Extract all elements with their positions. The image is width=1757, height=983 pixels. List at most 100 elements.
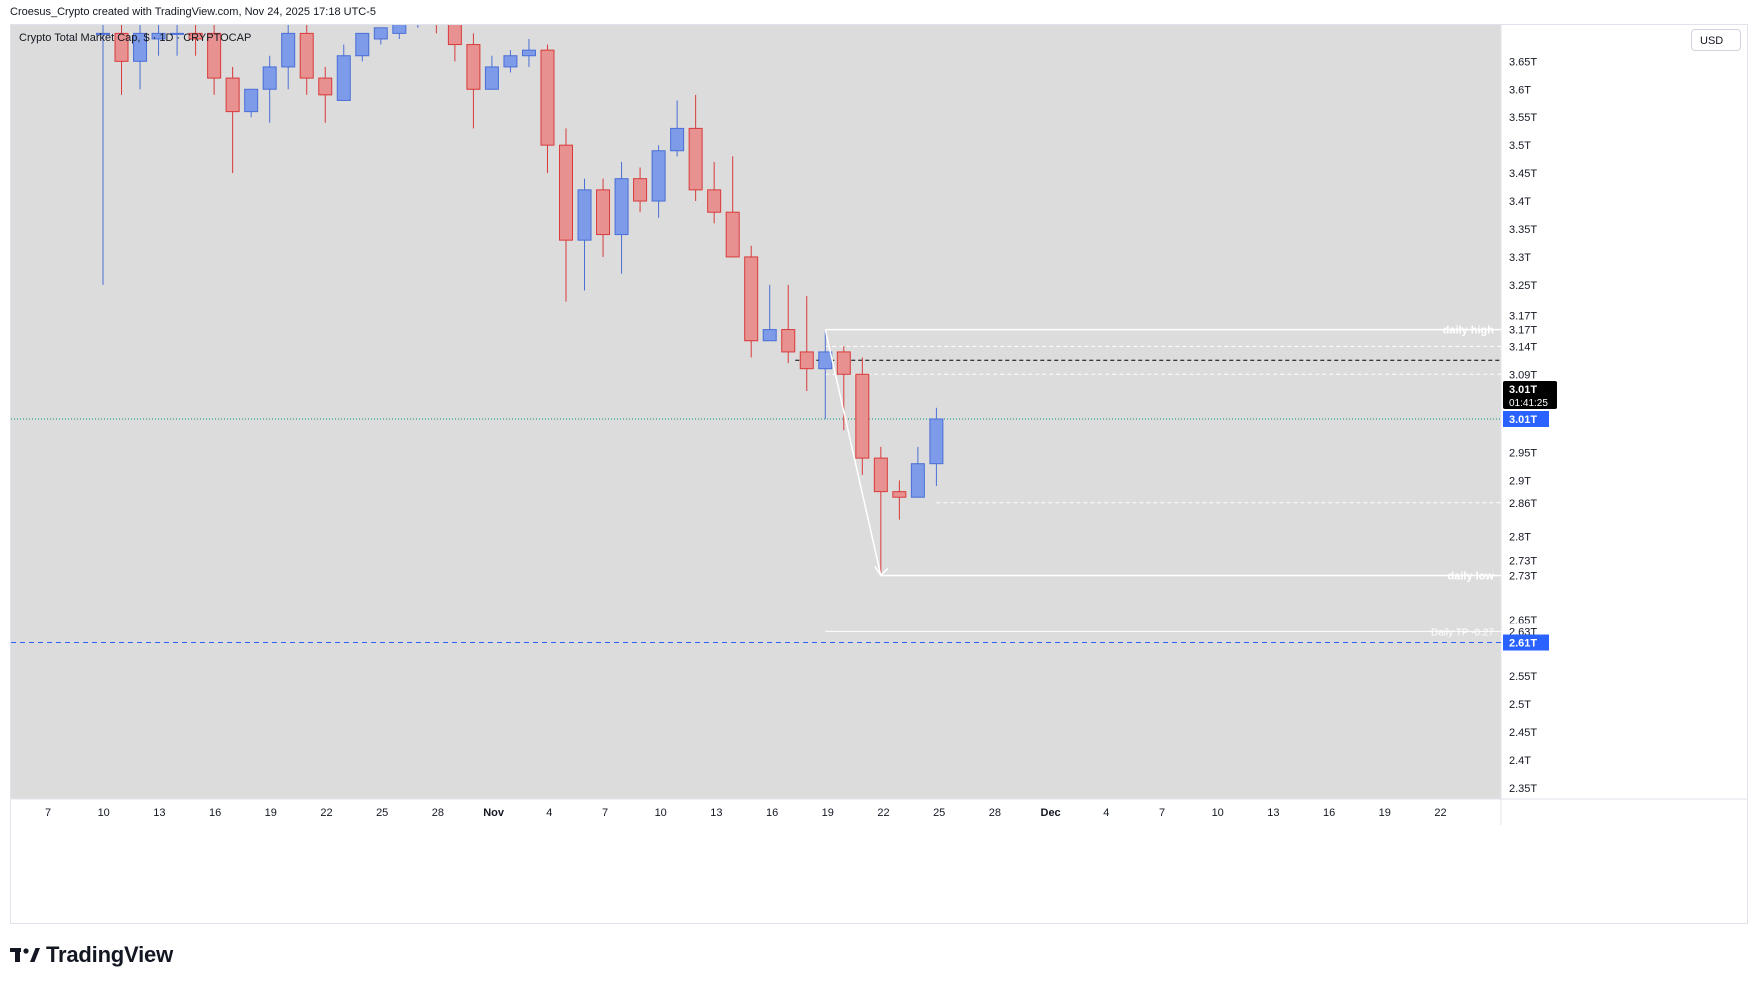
daily-high-label: daily high — [1443, 325, 1495, 337]
x-tick-label: 4 — [1103, 807, 1109, 819]
candle-body — [559, 144, 573, 241]
axis-label-support-box — [1503, 634, 1549, 651]
candle-body — [503, 55, 518, 68]
candle-body — [577, 189, 592, 241]
x-tick-label: 16 — [1323, 807, 1335, 819]
y-tick-label: 3.65T — [1509, 56, 1537, 68]
x-tick-label: 10 — [1212, 807, 1224, 819]
chart-attribution: Croesus_Crypto created with TradingView.… — [10, 6, 377, 18]
x-tick-label: 19 — [1379, 807, 1391, 819]
x-tick-label: 16 — [766, 807, 778, 819]
candle-body — [151, 32, 166, 40]
candle-body — [521, 49, 536, 57]
candle-body — [855, 373, 870, 459]
axis-label-current-price: 3.01T — [1509, 414, 1537, 426]
y-tick-label: 3.25T — [1509, 280, 1537, 292]
candle-body — [355, 32, 370, 57]
axis-label-current-price-box — [1503, 410, 1549, 427]
candle-body — [910, 463, 925, 498]
candle-body — [281, 32, 296, 68]
x-tick-label: 16 — [209, 807, 221, 819]
axis-label-2-73-upper-box — [1503, 552, 1549, 569]
candle-body — [540, 49, 555, 146]
daily-low-label: daily low — [1448, 570, 1495, 582]
tradingview-logo[interactable]: TradingView — [10, 940, 173, 970]
candle-body — [744, 256, 759, 342]
candle-body — [336, 55, 351, 101]
countdown-timer: 01:41:25 — [1509, 398, 1548, 409]
x-tick-label: 19 — [265, 807, 277, 819]
chart-frame[interactable]: daily high daily low Daily TP -0.27 3.65T 3… — [10, 24, 1748, 924]
candle-body — [466, 44, 481, 90]
axis-label-3-09: 3.09T — [1509, 369, 1537, 381]
x-tick-label: 7 — [602, 807, 608, 819]
y-tick-label: 3.45T — [1509, 168, 1537, 180]
x-tick-label: 13 — [710, 807, 722, 819]
x-tick-label: 7 — [1159, 807, 1165, 819]
currency-button[interactable]: USD — [1691, 29, 1741, 51]
candle-body — [762, 329, 777, 342]
candle-body — [114, 32, 129, 62]
price-axis[interactable]: 3.65T 3.6T 3.55T 3.5T 3.45T 3.4T 3.35T 3.3T 3.25… — [1503, 56, 1557, 795]
x-tick-label: 22 — [877, 807, 889, 819]
axis-label-2-86: 2.86T — [1509, 498, 1537, 510]
y-tick-label: 2.9T — [1509, 475, 1531, 487]
y-tick-label: 2.8T — [1509, 531, 1531, 543]
candle-body — [873, 457, 888, 493]
axis-label-3-17-upper-box — [1503, 307, 1549, 324]
candle-body — [614, 178, 629, 236]
y-tick-label: 2.45T — [1509, 727, 1537, 739]
x-tick-label: 19 — [822, 807, 834, 819]
axis-label-daily-low: 2.73T — [1509, 570, 1537, 582]
tradingview-logo-icon — [10, 948, 40, 962]
candle-body — [670, 127, 685, 152]
candle-body — [207, 32, 222, 79]
candle-body — [596, 189, 611, 236]
candle-body — [133, 32, 148, 62]
y-tick-label: 2.55T — [1509, 671, 1537, 683]
candle-body — [225, 77, 240, 113]
countdown-price: 3.01T — [1509, 384, 1537, 396]
x-tick-label: 25 — [933, 807, 945, 819]
candle-body — [799, 351, 814, 370]
candle-body — [299, 32, 314, 79]
y-tick-label: 3.5T — [1509, 140, 1531, 152]
axis-label-support: 2.61T — [1509, 638, 1537, 650]
x-tick-label: 13 — [153, 807, 165, 819]
x-tick-label: 28 — [989, 807, 1001, 819]
y-tick-label: 3.35T — [1509, 224, 1537, 236]
candle-body — [892, 491, 907, 498]
trend-arrow-line — [824, 329, 882, 576]
axis-label-2-86-box — [1503, 494, 1549, 511]
x-tick-label: Dec — [1041, 807, 1061, 819]
axis-label-daily-high: 3.17T — [1509, 325, 1537, 337]
trend-arrow-head — [874, 566, 889, 577]
candle-body — [725, 211, 740, 258]
y-tick-label: 3.6T — [1509, 84, 1531, 96]
candle-body — [447, 25, 462, 46]
candle-body — [262, 66, 277, 90]
candle-body — [651, 150, 666, 202]
candle-body — [781, 329, 796, 353]
y-tick-label: 2.4T — [1509, 755, 1531, 767]
x-tick-label: 28 — [432, 807, 444, 819]
x-tick-label: 10 — [655, 807, 667, 819]
y-tick-label: 3.55T — [1509, 112, 1537, 124]
x-tick-label: 10 — [98, 807, 110, 819]
candle-body — [244, 88, 259, 113]
candle-body — [836, 351, 851, 375]
candle-body — [318, 77, 333, 96]
x-tick-label: 4 — [546, 807, 552, 819]
x-tick-label: 22 — [1434, 807, 1446, 819]
y-tick-label: 3.3T — [1509, 252, 1531, 264]
plot-background — [11, 25, 1501, 799]
time-axis[interactable]: 7 10 13 16 19 22 25 28 Nov 4 7 10 13 16 19 22 25 28 Dec 4 7 1… — [45, 807, 1447, 819]
x-tick-label: 13 — [1267, 807, 1279, 819]
candle-body — [484, 66, 499, 90]
x-tick-label: Nov — [483, 807, 505, 819]
symbol-title[interactable]: Crypto Total Market Cap, $ · 1D · CRYPTO… — [19, 32, 252, 44]
candle-body — [818, 351, 833, 370]
x-tick-label: 7 — [45, 807, 51, 819]
y-tick-label: 2.5T — [1509, 699, 1531, 711]
